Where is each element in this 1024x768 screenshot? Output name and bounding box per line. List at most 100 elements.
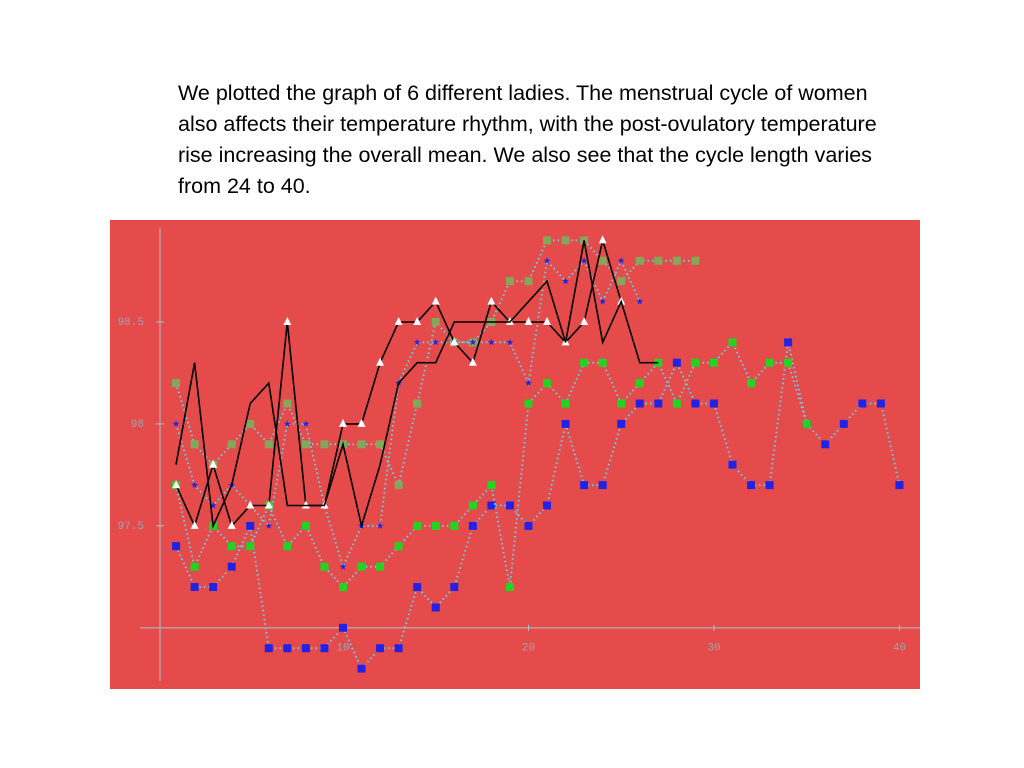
marker [598, 358, 607, 367]
marker [617, 419, 626, 428]
marker [376, 522, 384, 529]
marker [543, 257, 551, 264]
marker [394, 316, 403, 325]
marker [413, 316, 422, 325]
marker [543, 501, 552, 510]
marker [580, 316, 589, 325]
marker [283, 542, 292, 551]
marker [784, 358, 793, 367]
marker [543, 316, 552, 325]
marker [691, 399, 700, 408]
marker [487, 296, 496, 305]
marker [302, 420, 310, 427]
marker [561, 236, 570, 245]
marker [598, 235, 607, 244]
marker [672, 358, 681, 367]
marker [672, 256, 681, 265]
marker [301, 440, 310, 449]
marker [376, 440, 385, 449]
marker [524, 399, 533, 408]
marker [728, 338, 737, 347]
marker [672, 399, 681, 408]
marker [691, 256, 700, 265]
marker [172, 542, 181, 551]
marker [338, 623, 347, 632]
marker [468, 521, 477, 530]
marker [635, 399, 644, 408]
marker [227, 440, 236, 449]
x-tick-label: 20 [522, 643, 535, 655]
marker [488, 338, 495, 346]
marker [301, 644, 310, 653]
marker [209, 501, 217, 509]
marker [357, 562, 366, 571]
marker [301, 521, 310, 530]
marker [895, 481, 904, 490]
marker [413, 583, 422, 592]
marker [264, 644, 273, 653]
marker [635, 256, 644, 265]
marker [357, 664, 366, 673]
marker [431, 521, 440, 530]
marker [525, 379, 532, 386]
marker [413, 399, 422, 408]
marker [543, 236, 552, 245]
marker [524, 521, 533, 530]
marker [265, 522, 273, 529]
marker [858, 399, 867, 408]
marker [264, 440, 273, 449]
marker [747, 481, 756, 490]
marker [283, 420, 291, 427]
x-tick-label: 30 [707, 643, 720, 655]
marker [320, 644, 329, 653]
marker [654, 399, 663, 408]
marker [617, 399, 626, 408]
marker [765, 358, 774, 367]
marker [654, 256, 663, 265]
marker [636, 298, 644, 305]
marker [431, 603, 440, 612]
marker [320, 440, 329, 449]
marker [227, 562, 236, 571]
marker [876, 399, 885, 408]
marker [505, 583, 514, 592]
marker [301, 500, 310, 509]
marker [802, 419, 811, 428]
marker [450, 583, 459, 592]
marker [784, 338, 793, 347]
marker [227, 542, 236, 551]
marker [561, 399, 570, 408]
series-line [175, 240, 659, 530]
marker [432, 338, 440, 346]
marker [450, 521, 459, 530]
marker [413, 338, 421, 346]
marker [172, 420, 180, 427]
marker [747, 379, 756, 388]
marker [172, 480, 181, 489]
marker [580, 481, 589, 490]
marker [617, 257, 625, 264]
marker [450, 337, 459, 346]
marker [524, 277, 533, 286]
y-tick-label: 97.5 [118, 521, 144, 533]
marker [505, 277, 514, 286]
marker [598, 256, 607, 265]
marker [505, 501, 514, 510]
marker [561, 419, 570, 428]
marker [338, 418, 347, 427]
marker [246, 500, 255, 509]
marker [728, 460, 737, 469]
marker [209, 459, 218, 468]
marker [209, 583, 218, 592]
marker [264, 500, 273, 509]
marker [431, 317, 440, 326]
marker [821, 440, 830, 449]
caption: We plotted the graph of 6 different ladi… [178, 81, 877, 198]
marker [190, 520, 199, 529]
marker [246, 542, 255, 551]
marker [709, 358, 718, 367]
marker [580, 358, 589, 367]
marker [394, 481, 403, 490]
